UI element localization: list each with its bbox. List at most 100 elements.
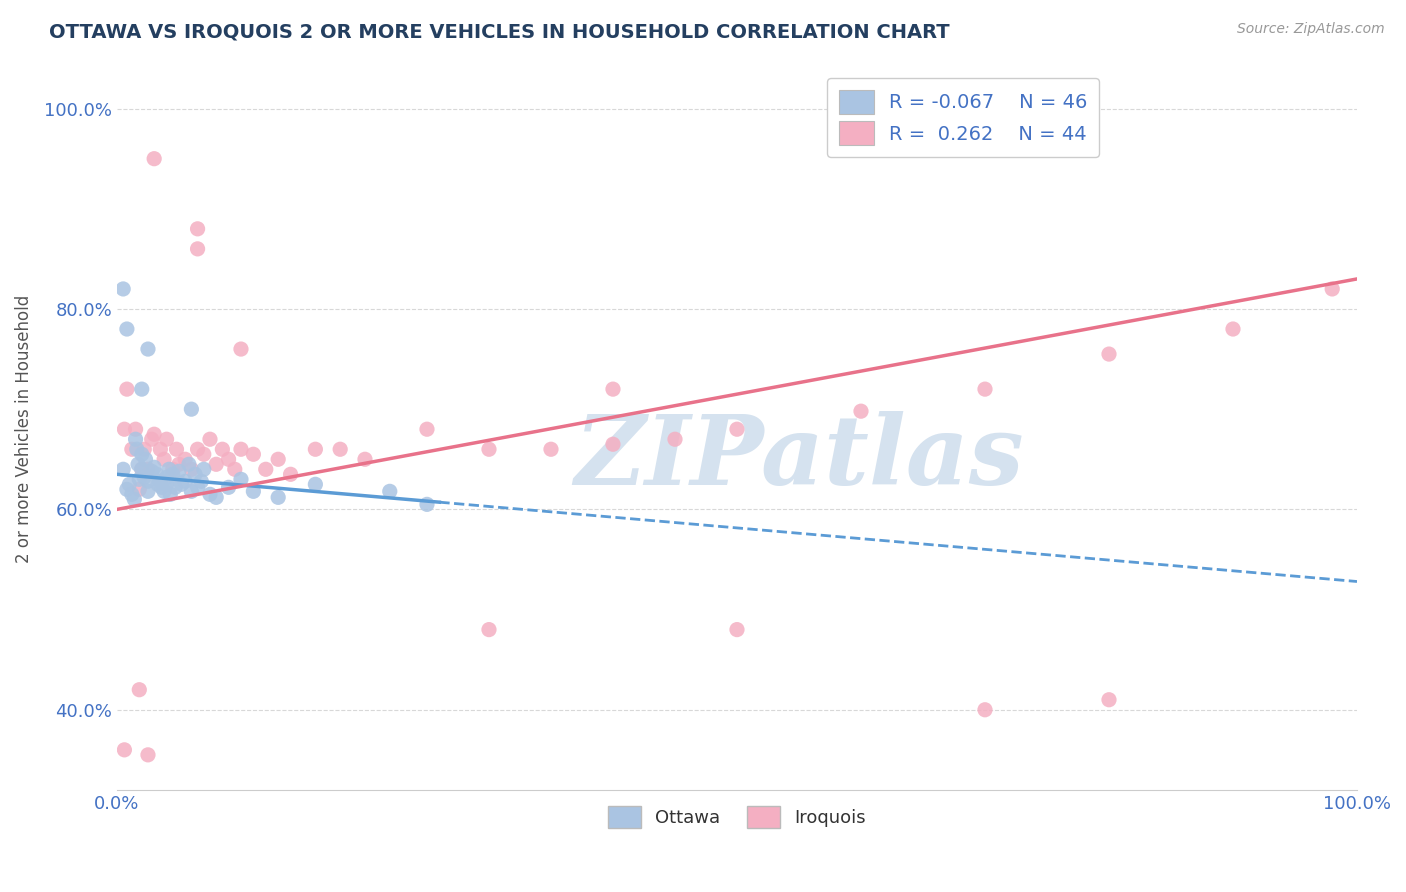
Point <box>540 442 562 457</box>
Point <box>134 470 156 484</box>
Point <box>143 460 166 475</box>
Point <box>124 492 146 507</box>
Point <box>157 462 180 476</box>
Point <box>155 470 177 484</box>
Point <box>115 322 138 336</box>
Point <box>329 442 352 457</box>
Point <box>131 462 153 476</box>
Point <box>187 242 209 256</box>
Point <box>354 452 377 467</box>
Point <box>112 282 135 296</box>
Point <box>162 467 184 482</box>
Point <box>131 382 153 396</box>
Point <box>242 447 264 461</box>
Point <box>205 491 228 505</box>
Point <box>187 442 209 457</box>
Point <box>174 475 197 489</box>
Point <box>180 484 202 499</box>
Point <box>974 382 997 396</box>
Point <box>143 152 166 166</box>
Text: OTTAWA VS IROQUOIS 2 OR MORE VEHICLES IN HOUSEHOLD CORRELATION CHART: OTTAWA VS IROQUOIS 2 OR MORE VEHICLES IN… <box>49 22 950 41</box>
Point <box>121 487 143 501</box>
Point <box>267 452 290 467</box>
Point <box>115 382 138 396</box>
Point <box>159 487 181 501</box>
Point <box>149 475 172 489</box>
Point <box>115 483 138 497</box>
Point <box>180 462 202 476</box>
Point <box>155 477 177 491</box>
Point <box>224 462 246 476</box>
Point <box>416 422 439 436</box>
Point <box>153 452 176 467</box>
Point <box>167 464 190 478</box>
Point <box>112 462 135 476</box>
Point <box>187 480 209 494</box>
Legend: Ottawa, Iroquois: Ottawa, Iroquois <box>600 798 873 835</box>
Point <box>143 427 166 442</box>
Point <box>602 437 624 451</box>
Point <box>124 422 146 436</box>
Point <box>602 382 624 396</box>
Point <box>121 442 143 457</box>
Point <box>218 452 240 467</box>
Point <box>146 477 169 491</box>
Point <box>141 432 163 446</box>
Point <box>205 457 228 471</box>
Point <box>141 464 163 478</box>
Point <box>242 484 264 499</box>
Point <box>664 432 686 446</box>
Point <box>254 462 277 476</box>
Point <box>128 472 150 486</box>
Text: Source: ZipAtlas.com: Source: ZipAtlas.com <box>1237 22 1385 37</box>
Point <box>149 442 172 457</box>
Point <box>136 462 159 476</box>
Point <box>725 623 748 637</box>
Point <box>229 342 252 356</box>
Point <box>280 467 302 482</box>
Point <box>131 462 153 476</box>
Point <box>180 402 202 417</box>
Point <box>153 484 176 499</box>
Point <box>211 442 233 457</box>
Point <box>165 480 187 494</box>
Point <box>304 477 326 491</box>
Point <box>187 222 209 236</box>
Point <box>125 442 148 457</box>
Point <box>136 747 159 762</box>
Point <box>229 472 252 486</box>
Point <box>184 467 207 482</box>
Text: ZIPatlas: ZIPatlas <box>574 411 1024 505</box>
Point <box>218 480 240 494</box>
Point <box>155 432 177 446</box>
Point <box>198 487 221 501</box>
Point <box>725 422 748 436</box>
Point <box>190 475 212 489</box>
Point <box>167 457 190 471</box>
Point <box>145 467 167 482</box>
Point <box>118 477 141 491</box>
Point <box>134 452 156 467</box>
Point <box>136 342 159 356</box>
Point <box>193 462 215 476</box>
Point <box>378 484 401 499</box>
Point <box>193 447 215 461</box>
Point <box>166 442 188 457</box>
Point <box>128 483 150 497</box>
Point <box>136 475 159 489</box>
Point <box>267 491 290 505</box>
Point <box>127 457 149 471</box>
Point <box>134 442 156 457</box>
Point <box>162 462 184 476</box>
Point <box>1222 322 1244 336</box>
Point <box>478 442 501 457</box>
Point <box>849 404 872 418</box>
Point <box>112 422 135 436</box>
Point <box>974 703 997 717</box>
Point <box>1098 347 1121 361</box>
Point <box>177 457 200 471</box>
Point <box>304 442 326 457</box>
Point <box>131 447 153 461</box>
Point <box>1098 692 1121 706</box>
Point <box>416 497 439 511</box>
